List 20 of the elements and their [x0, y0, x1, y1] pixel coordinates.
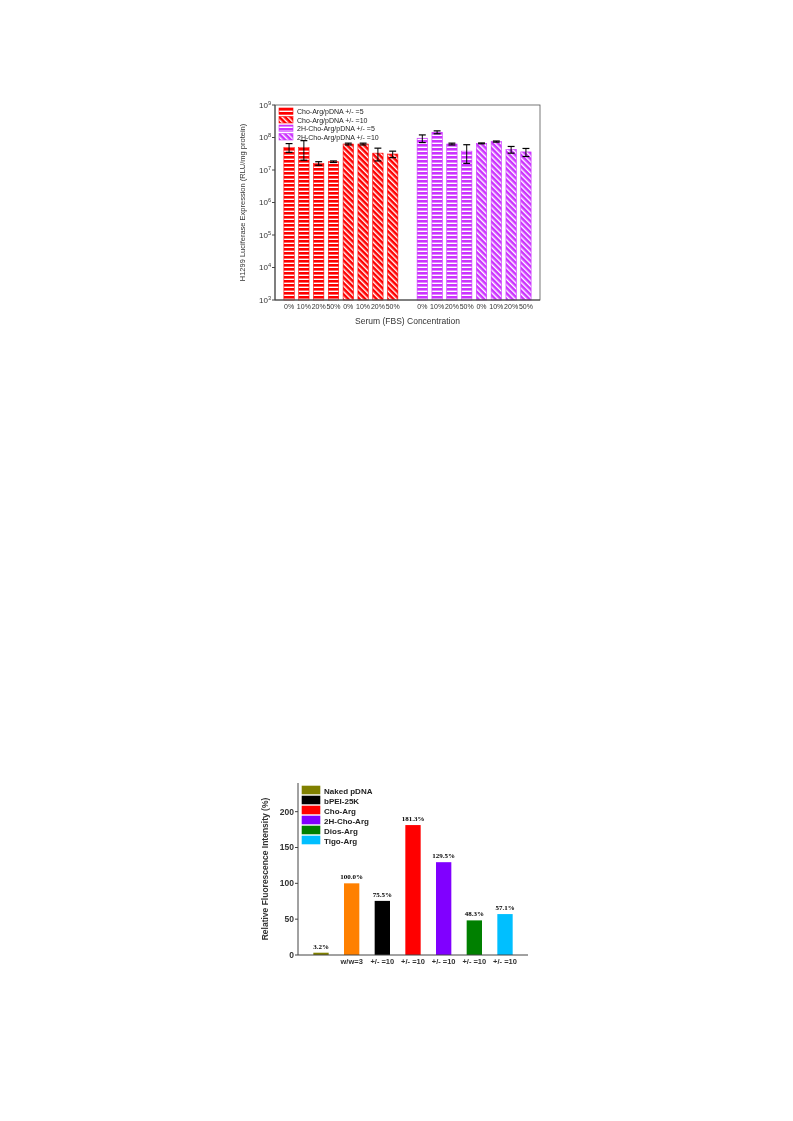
- y-tick-label: 0: [289, 949, 295, 960]
- y-tick-label: 50: [284, 914, 295, 925]
- y-tick-label: 200: [279, 806, 295, 817]
- y-tick-label: 150: [279, 842, 295, 853]
- legend-label: Tigo-Arg: [324, 836, 358, 846]
- x-axis-title: Serum (FBS) Concentration: [355, 316, 461, 326]
- y-tick-label: 10$^{5}$: [258, 229, 271, 240]
- y-tick-label: 100: [279, 878, 295, 889]
- y-tick-label: 10$^{4}$: [258, 262, 271, 273]
- legend-label: Naked pDNA: [324, 786, 373, 796]
- legend-label: Dios-Arg: [324, 826, 358, 836]
- y-tick-label: 10$^{3}$: [258, 294, 271, 305]
- y-tick-label: 10$^{8}$: [258, 132, 271, 143]
- legend-label: Cho-Arg: [324, 806, 357, 816]
- y-axis-title: Relative Fluorescence Intensity (%): [260, 797, 270, 941]
- legend-label: 2H-Cho-Arg: [324, 816, 369, 826]
- y-tick-label: 10$^{7}$: [258, 164, 271, 175]
- legend-label: bPEI-25K: [324, 796, 360, 806]
- y-tick-label: 10$^{9}$: [258, 99, 271, 110]
- y-tick-label: 10$^{6}$: [258, 197, 271, 208]
